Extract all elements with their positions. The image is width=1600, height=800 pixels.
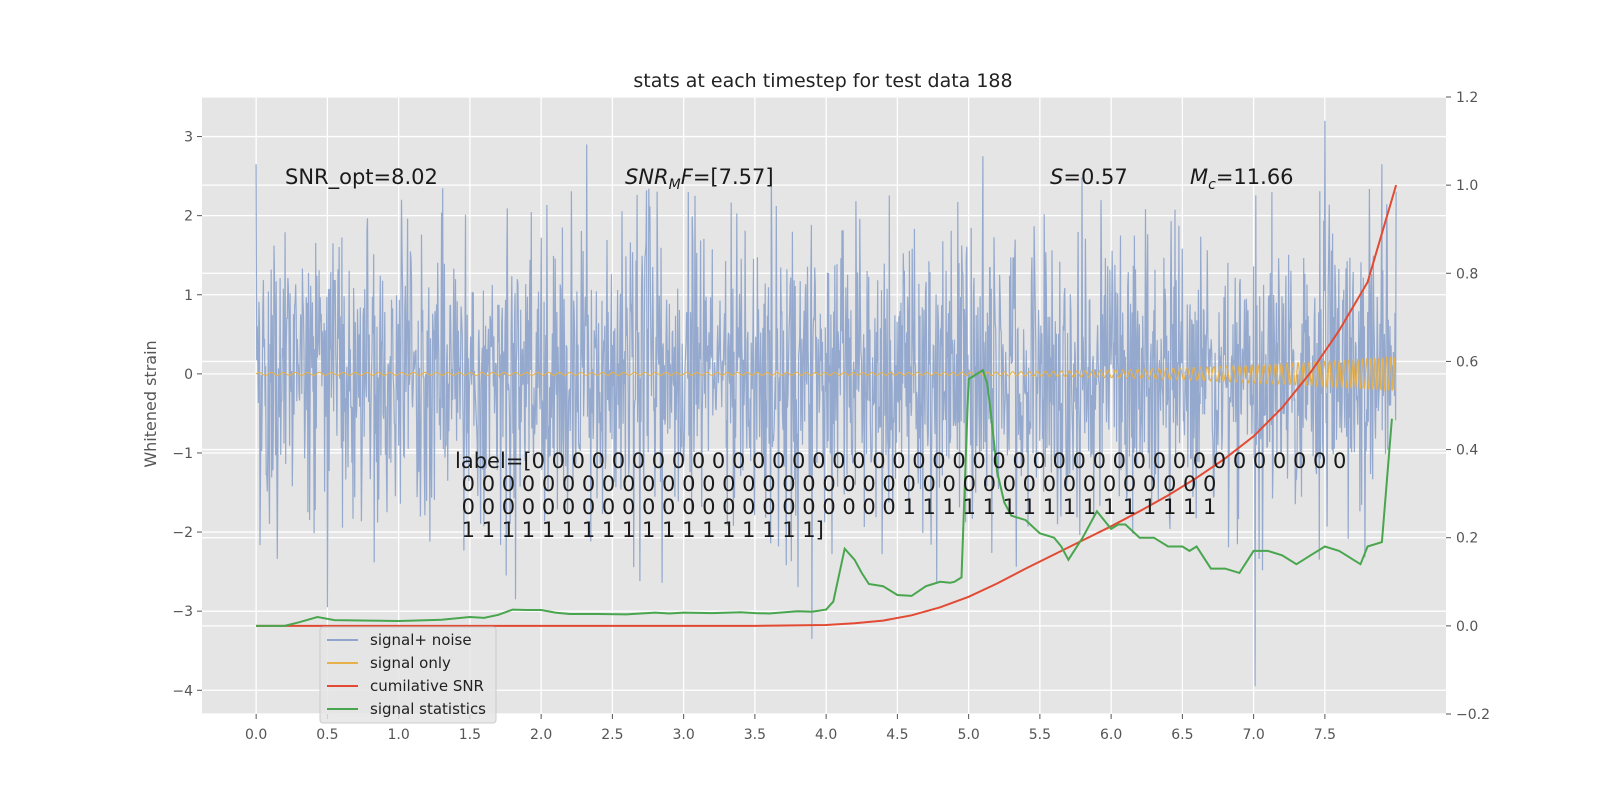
x-tick-label: 3.5: [744, 727, 766, 743]
snr-mf-value: =[7.57]: [693, 165, 774, 189]
series-cumulative-snr: [256, 184, 1398, 627]
legend-label: signal statistics: [370, 700, 486, 718]
s-value: =0.57: [1063, 165, 1127, 189]
mc-sub: c: [1208, 177, 1216, 193]
legend-box: [319, 626, 497, 724]
y2-tick-label: 1.2: [1456, 90, 1478, 106]
s-var: S: [1050, 165, 1063, 189]
snr-opt-annotation: SNR_opt=8.02: [285, 165, 438, 190]
x-tick-label: 4.5: [886, 727, 908, 743]
snr-mf-var: SNR: [625, 165, 669, 189]
x-tick-label: 7.0: [1242, 727, 1264, 743]
series-signal-only: [255, 355, 1397, 392]
x-tick-label: 2.0: [530, 727, 552, 743]
label-line: 1 1 1 1 1 1 1 1 1 1 1 1 1 1 1 1 1 1]: [455, 518, 824, 542]
y2-tick-label: 1.0: [1456, 178, 1478, 194]
legend-label: signal+ noise: [370, 631, 472, 649]
y-tick-label: −1: [172, 446, 193, 462]
y2-tick-label: 0.4: [1456, 443, 1478, 459]
x-tick-label: 1.5: [459, 727, 481, 743]
y-tick-label: −4: [172, 683, 193, 699]
snr-mf-annotation: SNRMF=[7.57]: [625, 165, 774, 193]
x-tick-label: 6.0: [1100, 727, 1122, 743]
y-tick-label: 2: [184, 209, 193, 225]
x-tick-label: 2.5: [601, 727, 623, 743]
snr-mf-sub: M: [669, 177, 681, 193]
y-axis-title: Whitened strain: [141, 340, 160, 467]
y-tick-label: 3: [184, 130, 193, 146]
y2-tick-label: 0.6: [1456, 354, 1478, 370]
x-tick-label: 0.0: [245, 727, 267, 743]
y-tick-label: −2: [172, 525, 193, 541]
x-tick-label: 1.0: [388, 727, 410, 743]
mc-annotation: Mc=11.66: [1190, 165, 1294, 193]
legend-label: signal only: [370, 654, 451, 672]
mc-value: =11.66: [1216, 165, 1294, 189]
axes: 0.0 0.5 1.0 1.5 2.0 2.5 3.0 3.5 4.0 4.5 5.0 5.5 6.0 6…: [172, 90, 1490, 743]
x-tick-label: 6.5: [1171, 727, 1193, 743]
label-line: 0 0 0 0 0 0 0 0 0 0 0 0 0 0 0 0 0 0 0 0 …: [455, 472, 1216, 496]
label-line: label=[0 0 0 0 0 0 0 0 0 0 0 0 0 0 0 0 0…: [455, 449, 1346, 473]
x-tick-label: 5.5: [1029, 727, 1051, 743]
y2-tick-label: −0.2: [1456, 707, 1490, 723]
x-tick-label: 3.0: [673, 727, 695, 743]
x-tick-label: 4.0: [815, 727, 837, 743]
mc-var: M: [1190, 165, 1208, 189]
series-signal-statistics: [256, 368, 1393, 627]
s-annotation: S=0.57: [1050, 165, 1128, 189]
y-tick-label: −3: [172, 604, 193, 620]
x-tick-label: 5.0: [958, 727, 980, 743]
x-tick-label: 0.5: [316, 727, 338, 743]
x-tick-label: 7.5: [1314, 727, 1336, 743]
y2-tick-label: 0.2: [1456, 531, 1478, 547]
chart-title: stats at each timestep for test data 188: [633, 70, 1012, 92]
snr-mf-var2: F: [681, 165, 694, 189]
plot-content: [255, 120, 1398, 687]
legend: signal+ noise signal only cumilative SNR…: [319, 626, 497, 724]
y-tick-label: 1: [184, 288, 193, 304]
y-tick-label: 0: [184, 367, 193, 383]
y2-tick-label: 0.0: [1456, 619, 1478, 635]
legend-label: cumilative SNR: [370, 677, 484, 695]
label-line: 0 0 0 0 0 0 0 0 0 0 0 0 0 0 0 0 0 0 0 0 …: [455, 495, 1216, 519]
y2-tick-label: 0.8: [1456, 266, 1478, 282]
